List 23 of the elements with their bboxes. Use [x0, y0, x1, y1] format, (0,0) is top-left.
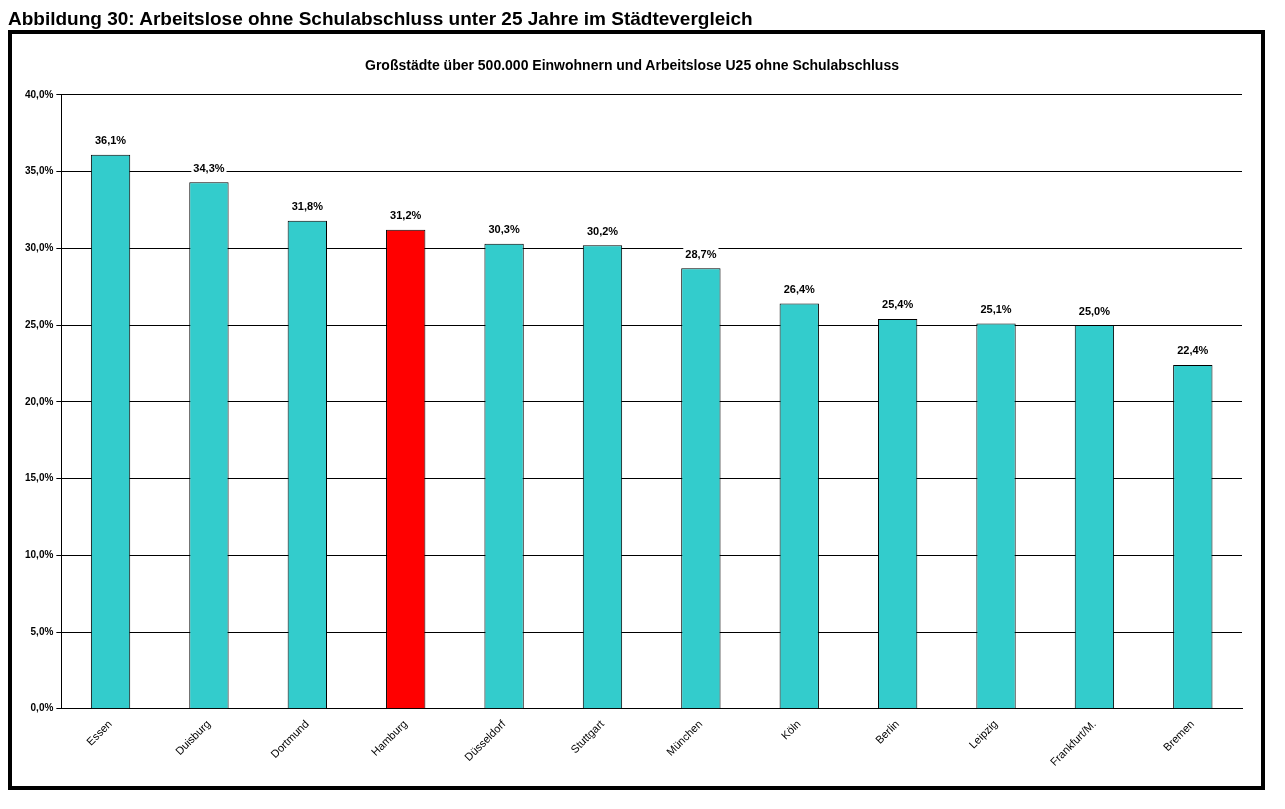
data-label: 31,8% [291, 200, 324, 213]
y-tick-label: 0,0% [30, 702, 54, 714]
data-label: 25,4% [882, 298, 914, 311]
y-tick-label: 10,0% [25, 549, 54, 561]
data-label: 30,3% [488, 223, 520, 236]
data-label: 26,4% [783, 283, 816, 296]
data-label: 30,2% [586, 224, 619, 237]
data-label: 36,1% [94, 134, 127, 147]
chart-title: Abbildung 30: Arbeitslose ohne Schulabschluss unter 25 Jahre im Städtevergleich [8, 8, 754, 30]
data-label: 28,7% [685, 247, 717, 260]
y-tick-label: 20,0% [25, 395, 54, 407]
y-tick-label: 25,0% [25, 318, 54, 330]
data-label: 25,1% [980, 303, 1012, 316]
y-tick-label: 15,0% [25, 472, 54, 484]
chart-subtitle: Großstädte über 500.000 Einwohnern und Arbeitslose U25 ohne Schulabschluss [365, 57, 900, 74]
y-tick-label: 30,0% [25, 242, 54, 254]
data-label: 31,2% [390, 209, 422, 222]
y-tick-label: 5,0% [30, 625, 54, 637]
data-label: 25,0% [1078, 304, 1111, 317]
data-label: 22,4% [1177, 344, 1209, 357]
data-label: 34,3% [193, 161, 225, 174]
y-tick-label: 35,0% [25, 165, 54, 177]
y-tick-label: 40,0% [25, 88, 54, 100]
